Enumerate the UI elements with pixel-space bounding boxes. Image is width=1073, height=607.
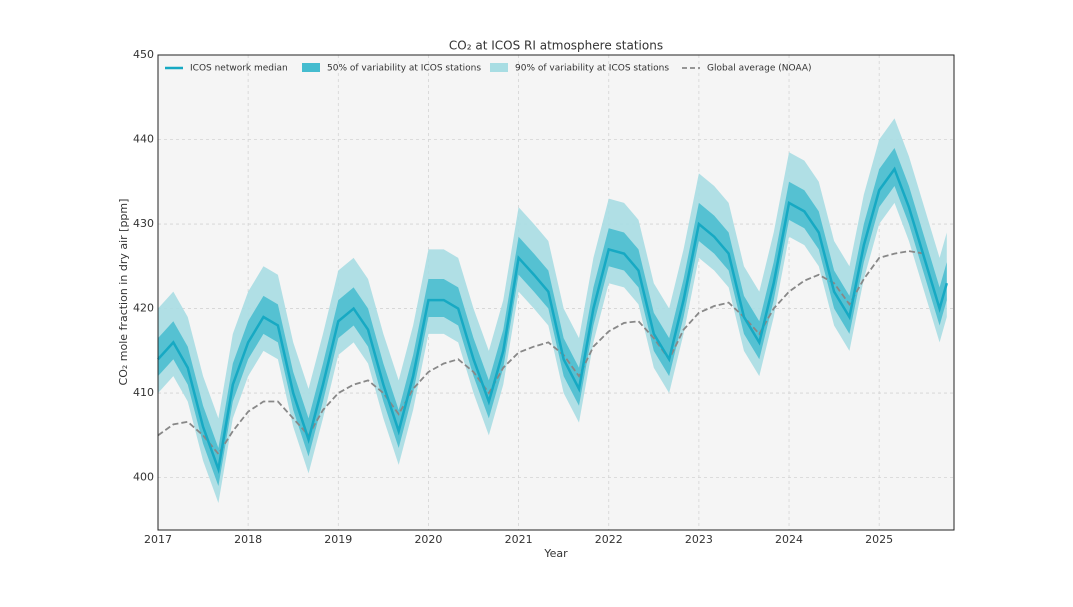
- y-axis-label: CO₂ mole fraction in dry air [ppm]: [117, 199, 130, 386]
- plot-frame: [157, 54, 955, 531]
- x-axis-label: Year: [543, 547, 568, 560]
- x-tick-label: 2020: [414, 533, 442, 546]
- x-tick-label: 2022: [595, 533, 623, 546]
- y-tick-label: 440: [133, 133, 154, 146]
- x-tick-label: 2017: [144, 533, 172, 546]
- legend-label: 90% of variability at ICOS stations: [515, 64, 669, 74]
- legend-label: ICOS network median: [190, 64, 288, 74]
- legend-label: Global average (NOAA): [707, 64, 812, 74]
- x-tick-label: 2021: [505, 533, 533, 546]
- y-tick-label: 450: [133, 48, 154, 61]
- y-tick-label: 400: [133, 471, 154, 484]
- y-tick-label: 430: [133, 217, 154, 230]
- x-tick-label: 2025: [865, 533, 893, 546]
- x-tick-label: 2023: [685, 533, 713, 546]
- band: [158, 147, 947, 487]
- line: [157, 166, 948, 475]
- x-tick-label: 2019: [324, 533, 352, 546]
- legend-swatch: [490, 63, 508, 72]
- chart-title: CO₂ at ICOS RI atmosphere stations: [449, 39, 663, 53]
- x-tick-label: 2024: [775, 533, 803, 546]
- y-tick-label: 410: [133, 386, 154, 399]
- dashed-line: [157, 250, 925, 456]
- y-tick-label: 420: [133, 302, 154, 315]
- legend-label: 50% of variability at ICOS stations: [327, 64, 481, 74]
- x-tick-label: 2018: [234, 533, 262, 546]
- legend-swatch: [302, 63, 320, 72]
